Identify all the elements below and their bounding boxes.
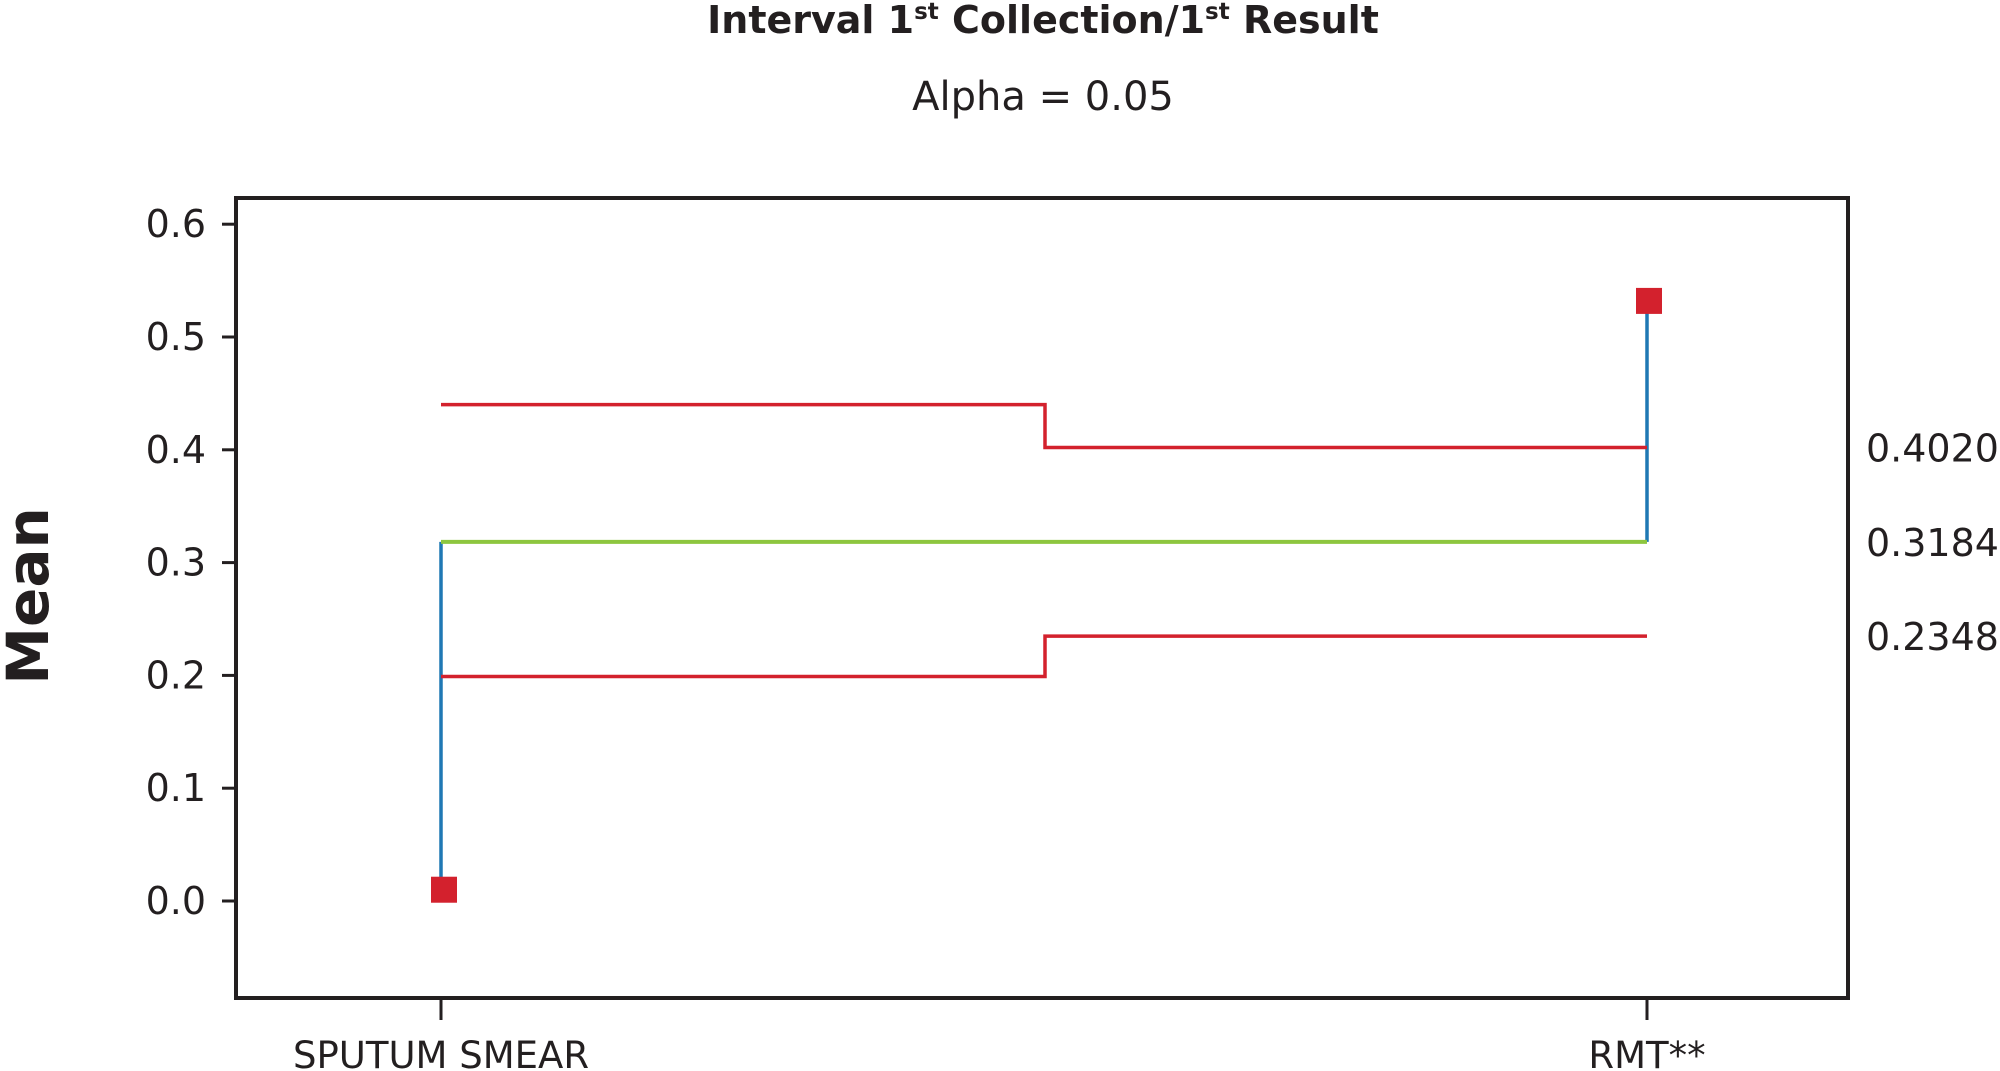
data-point-0	[431, 876, 457, 903]
chart-marks: 0.0 0.1 0.2 0.3 0.4 0.5 0.6 SPUTUM SMEAR RMT** 0.…	[146, 202, 1999, 1071]
reference-label-0: 0.4020	[1866, 427, 1999, 471]
data-point-1	[1636, 287, 1662, 314]
chart-title-superscript-2: st	[1205, 0, 1230, 25]
chart-title: Interval 1st Collection/1st Result	[707, 0, 1379, 42]
chart-subtitle: Alpha = 0.05	[912, 74, 1174, 120]
y-tick-label-1: 0.1	[146, 766, 206, 810]
y-tick-label-4: 0.4	[146, 428, 206, 472]
reference-label-2: 0.2348	[1866, 615, 1999, 659]
chart-title-part-3: Result	[1230, 0, 1379, 42]
x-category-label-0: SPUTUM SMEAR	[293, 1034, 589, 1071]
y-axis-label: Mean	[0, 507, 62, 684]
chart-title-part-2: Collection/1	[939, 0, 1205, 42]
lower-decision-limit	[441, 634, 1647, 679]
x-category-label-1: RMT**	[1588, 1034, 1705, 1071]
upper-decision-limit	[441, 402, 1647, 450]
chart-title-part-1: Interval 1	[707, 0, 914, 42]
y-tick-label-3: 0.3	[146, 541, 206, 585]
reference-label-1: 0.3184	[1866, 521, 1999, 565]
plot-frame	[234, 196, 1850, 1000]
y-tick-label-0: 0.0	[146, 879, 206, 923]
chart-title-superscript-1: st	[914, 0, 939, 25]
y-tick-label-2: 0.2	[146, 653, 206, 697]
y-tick-label-6: 0.6	[146, 202, 206, 246]
y-tick-label-5: 0.5	[146, 315, 206, 359]
